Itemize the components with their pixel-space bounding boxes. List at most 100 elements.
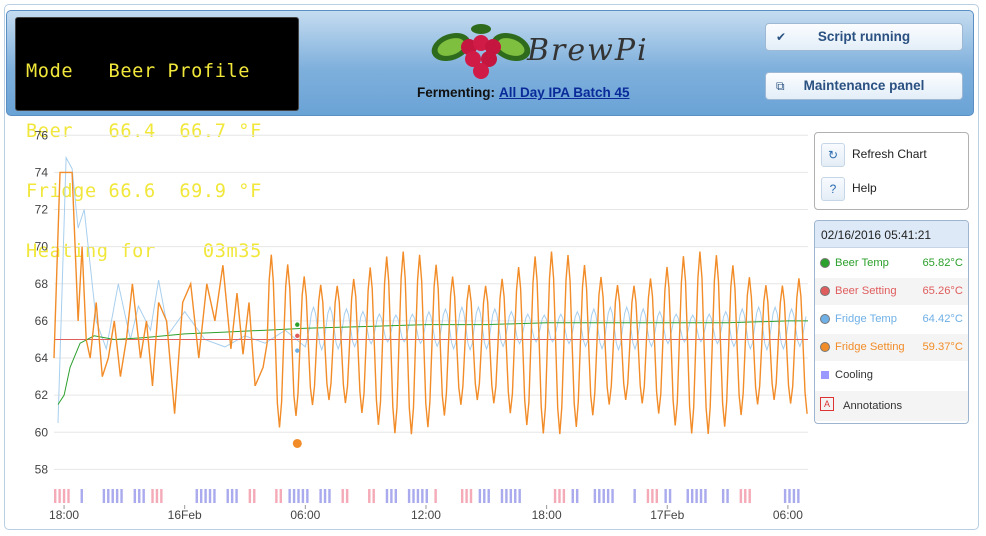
state-bar: [416, 489, 420, 503]
state-bar: [487, 489, 490, 503]
beer-temp-marker-icon: [820, 258, 830, 268]
state-bar: [421, 489, 424, 503]
batch-link[interactable]: All Day IPA Batch 45: [499, 85, 630, 100]
state-bar: [345, 489, 349, 503]
state-bar: [562, 489, 566, 503]
state-bar: [668, 489, 672, 503]
temperature-chart[interactable]: 58 60 62 64 66 68 70 72 74 76 18:00 16Feb 06:00 12:00…: [8, 120, 808, 525]
state-bar: [514, 489, 517, 503]
state-bar: [385, 489, 389, 503]
state-bar: [208, 489, 212, 503]
state-bar: [721, 489, 725, 503]
state-bar: [425, 489, 428, 503]
state-bar: [606, 489, 610, 503]
x-tick-label: 16Feb: [168, 508, 202, 522]
help-icon: ?: [821, 177, 845, 201]
state-bar: [646, 489, 650, 503]
x-tick-label: 18:00: [532, 508, 562, 522]
state-bar: [500, 489, 504, 503]
fermenting-label: Fermenting:: [417, 85, 496, 100]
state-bar: [58, 489, 61, 503]
state-bar: [797, 489, 800, 503]
state-bar: [213, 489, 216, 503]
script-status-button[interactable]: ✔ Script running: [765, 23, 963, 51]
check-icon: ✔: [776, 30, 787, 44]
brand-logo-text: BrewPi: [527, 33, 649, 68]
state-bar: [341, 489, 344, 503]
state-bar: [328, 489, 331, 503]
fridge-setting-marker-icon: [820, 342, 830, 352]
state-bar: [748, 489, 751, 503]
state-bar: [160, 489, 163, 503]
state-bar: [783, 489, 787, 503]
legend-value: 59.37°C: [922, 341, 963, 353]
state-bar: [460, 489, 464, 503]
x-tick-label: 06:00: [773, 508, 803, 522]
legend-item-fridge-temp[interactable]: Fridge Temp 64.42°C: [815, 306, 968, 333]
state-bar: [62, 489, 66, 503]
state-bar: [726, 489, 729, 503]
legend-item-beer-temp[interactable]: Beer Temp 65.82°C: [815, 250, 968, 277]
y-tick-label: 72: [35, 203, 49, 217]
beer-setting-marker-icon: [820, 286, 830, 296]
beer-setting-point: [295, 333, 300, 338]
fridge-temp-point: [295, 348, 300, 353]
state-bar: [509, 489, 513, 503]
state-bar: [744, 489, 747, 503]
state-bar: [54, 489, 57, 503]
maintenance-panel-label: Maintenance panel: [803, 78, 925, 93]
state-bar: [571, 489, 574, 503]
y-tick-label: 60: [35, 425, 49, 439]
chart-controls: ↻ Refresh Chart ? Help: [814, 132, 969, 210]
state-bar: [695, 489, 698, 503]
refresh-icon: ↻: [821, 143, 845, 167]
state-bar: [434, 489, 437, 503]
state-bar: [107, 489, 110, 503]
refresh-chart-label: Refresh Chart: [852, 147, 927, 161]
state-bar: [102, 489, 106, 503]
state-bar: [558, 489, 561, 503]
maintenance-panel-button[interactable]: ⧉ Maintenance panel: [765, 72, 963, 100]
script-status-label: Script running: [817, 29, 911, 44]
series-fridge-setting: [53, 171, 808, 435]
state-bar: [686, 489, 689, 503]
state-bar: [788, 489, 791, 503]
x-tick-label: 12:00: [411, 508, 441, 522]
lcd-line-beer: Beer 66.4 66.7 °F: [26, 121, 262, 142]
legend-name: Fridge Setting: [835, 341, 905, 353]
state-bar: [553, 489, 557, 503]
lcd-line-fridge: Fridge 66.6 69.9 °F: [26, 181, 262, 202]
legend-item-cooling[interactable]: Cooling: [815, 362, 968, 389]
help-label: Help: [852, 181, 877, 195]
x-tick-label: 17Feb: [650, 508, 684, 522]
x-tick-label: 06:00: [290, 508, 320, 522]
legend-item-fridge-setting[interactable]: Fridge Setting 59.37°C: [815, 334, 968, 361]
state-bar: [248, 489, 252, 503]
y-tick-label: 76: [35, 128, 49, 142]
state-bar: [372, 489, 375, 503]
y-tick-label: 62: [35, 388, 49, 402]
state-bar: [469, 489, 473, 503]
state-bar: [155, 489, 159, 503]
y-tick-label: 64: [35, 351, 49, 365]
fermenting-info: Fermenting: All Day IPA Batch 45: [417, 85, 630, 100]
state-bar: [230, 489, 234, 503]
legend-item-beer-setting[interactable]: Beer Setting 65.26°C: [815, 278, 968, 305]
state-bar: [279, 489, 283, 503]
state-bar: [133, 489, 137, 503]
y-tick-label: 68: [35, 277, 49, 291]
state-bar: [195, 489, 198, 503]
y-tick-label: 58: [35, 462, 49, 476]
state-bar: [394, 489, 398, 503]
y-tick-label: 66: [35, 314, 49, 328]
refresh-chart-button[interactable]: ↻ Refresh Chart: [821, 143, 961, 167]
state-bar: [483, 489, 486, 503]
state-bar: [598, 489, 601, 503]
raspberry-logo-icon: [431, 24, 531, 79]
state-bar: [151, 489, 154, 503]
state-bar: [142, 489, 145, 503]
legend-item-annotations[interactable]: A Annotations: [815, 391, 968, 421]
help-button[interactable]: ? Help: [821, 177, 961, 201]
y-tick-label: 70: [35, 240, 49, 254]
state-bar: [67, 489, 70, 503]
